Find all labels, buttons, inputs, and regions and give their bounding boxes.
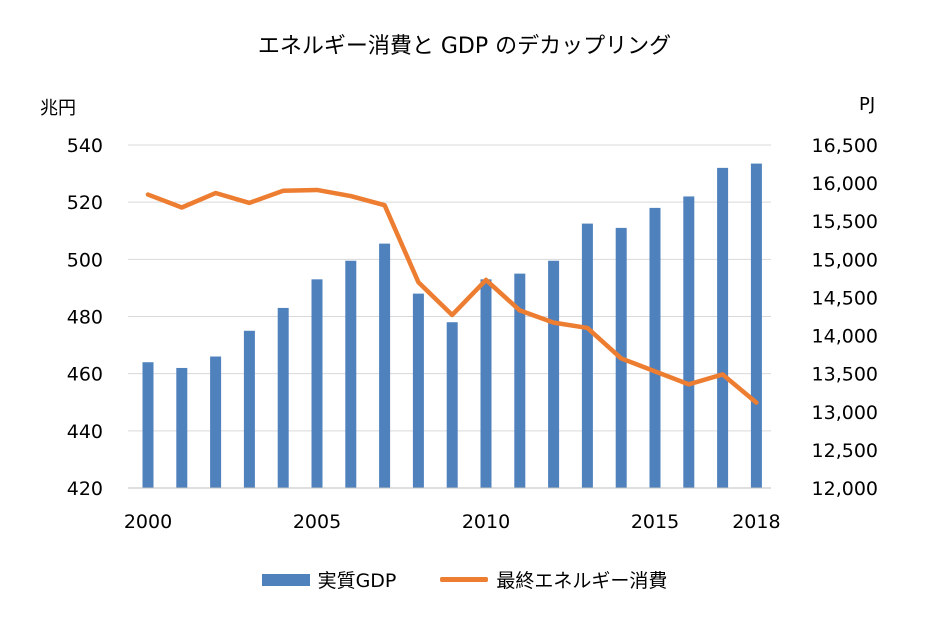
gdp-bar (548, 260, 560, 488)
x-tick-label: 2015 (631, 511, 679, 533)
gdp-bar (311, 279, 323, 488)
right-axis-unit: PJ (859, 94, 876, 115)
gdp-bar (277, 307, 289, 488)
legend-label-energy: 最終エネルギー消費 (496, 570, 668, 592)
y-right-tick-label: 14,000 (812, 326, 878, 348)
gdp-bars (142, 163, 762, 488)
gdp-bar (412, 293, 424, 488)
y-right-tick-label: 14,500 (812, 287, 878, 309)
y-right-tick-label: 15,000 (812, 249, 878, 271)
legend-swatch-energy (440, 577, 489, 582)
gdp-bar (514, 273, 526, 488)
gdp-bar (243, 330, 255, 488)
y-right-tick-label: 12,000 (812, 478, 878, 500)
y-right-tick-label: 16,500 (812, 135, 878, 157)
legend-item-energy: 最終エネルギー消費 (440, 566, 667, 593)
gdp-bar (581, 223, 593, 488)
gdp-bar (446, 322, 458, 488)
y-right-tick-label: 16,000 (812, 173, 878, 195)
gdp-bar (750, 163, 762, 488)
legend-item-gdp: 実質GDP (261, 566, 397, 593)
axes: 540 520 500 480 460 440 420 16,500 16,000 15,500 1… (67, 135, 878, 533)
legend: 実質GDP 最終エネルギー消費 (0, 566, 929, 593)
gdp-bar (176, 367, 188, 488)
legend-swatch-gdp (261, 573, 310, 586)
left-axis-unit: 兆円 (40, 98, 76, 119)
y-left-tick-label: 500 (67, 249, 103, 271)
y-right-tick-label: 15,500 (812, 211, 878, 233)
gdp-bar (717, 167, 729, 488)
y-left-tick-label: 480 (67, 307, 103, 329)
y-left-tick-label: 420 (67, 478, 103, 500)
x-tick-label: 2005 (293, 511, 341, 533)
gdp-bar (345, 260, 357, 488)
energy-line (145, 187, 759, 405)
gdp-bar (379, 243, 391, 488)
y-right-tick-label: 12,500 (812, 440, 878, 462)
y-left-tick-label: 540 (67, 135, 103, 157)
gdp-bar (210, 356, 222, 488)
y-right-tick-label: 13,500 (812, 364, 878, 386)
x-tick-label: 2010 (462, 511, 510, 533)
y-left-tick-label: 440 (67, 421, 103, 443)
legend-label-gdp: 実質GDP (317, 570, 397, 592)
gdp-bar (649, 207, 661, 488)
x-tick-label: 2000 (124, 511, 172, 533)
chart-title: エネルギー消費と GDP のデカップリング (257, 34, 672, 59)
y-right-tick-label: 13,000 (812, 402, 878, 424)
gdp-bar (142, 362, 154, 488)
gdp-bar (683, 196, 695, 488)
y-left-tick-label: 460 (67, 364, 103, 386)
y-left-tick-label: 520 (67, 192, 103, 214)
gdp-bar (480, 279, 492, 488)
x-tick-label: 2018 (732, 511, 780, 533)
